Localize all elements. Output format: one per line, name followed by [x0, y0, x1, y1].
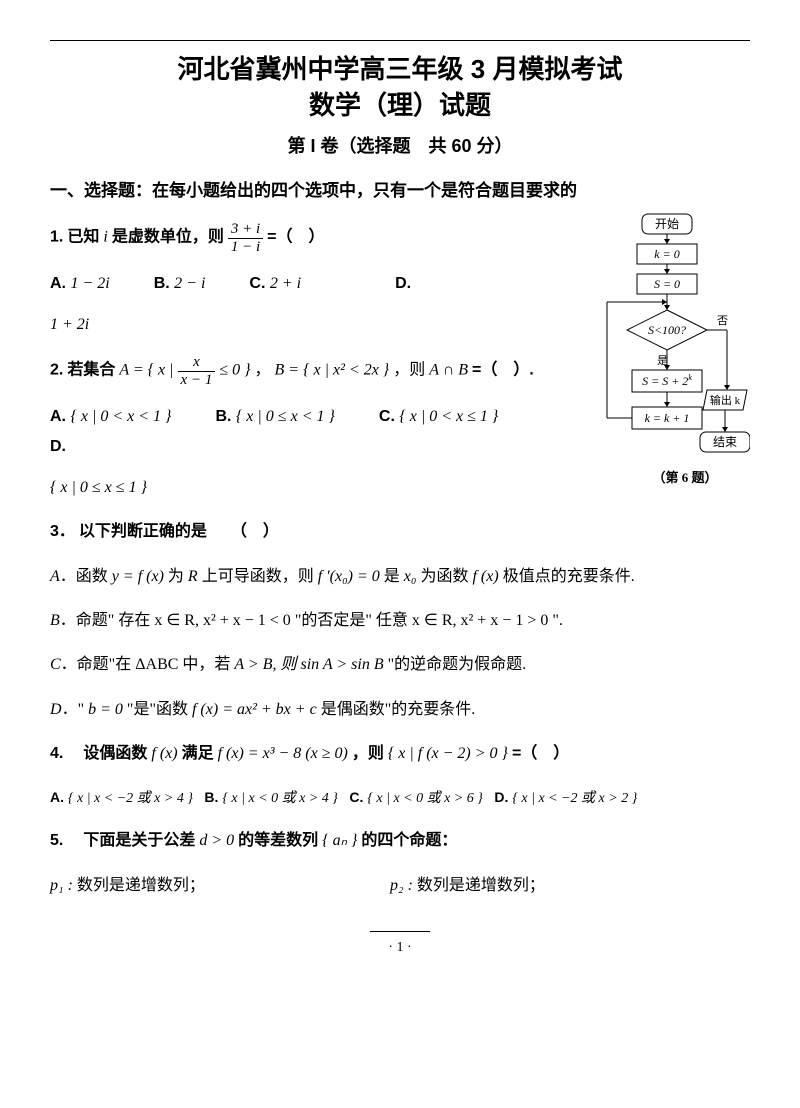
exam-title: 河北省冀州中学高三年级 3 月模拟考试 数学（理）试题 [50, 51, 750, 124]
question-4: 4. 设偶函数 f (x) 满足 f (x) = x³ − 8 (x ≥ 0) … [50, 739, 750, 769]
title-line1: 河北省冀州中学高三年级 3 月模拟考试 [178, 54, 623, 84]
q1-prefix: 已知 [67, 229, 99, 246]
question-5: 5. 下面是关于公差 d > 0 的等差数列 { aₙ } 的四个命题： [50, 826, 750, 856]
svg-text:是: 是 [657, 354, 668, 367]
q3-optD: D．" b = 0 "是"函数 f (x) = ax² + bx + c 是偶函… [50, 695, 750, 725]
svg-text:k = k + 1: k = k + 1 [645, 411, 690, 425]
q3-optA: A．函数 y = f (x) 为 R 上可导函数，则 f ′(x₀) = 0 是… [50, 562, 750, 592]
svg-text:S = 0: S = 0 [654, 277, 680, 291]
flow-start: 开始 [655, 217, 679, 231]
q1-mid: 是虚数单位，则 [112, 229, 224, 246]
svg-text:否: 否 [717, 315, 728, 327]
svg-text:结束: 结束 [713, 435, 737, 449]
part-label: 第 I 卷（选择题 共 60 分） [50, 129, 750, 163]
q3-optC: C．命题"在 ΔABC 中，若 A > B, 则 sin A > sin B "… [50, 650, 750, 680]
page-number: · 1 · [370, 931, 430, 962]
svg-text:S<100?: S<100? [648, 323, 686, 337]
top-rule [50, 40, 750, 41]
q1-num: 1. [50, 229, 63, 246]
section-heading: 一、选择题：在每小题给出的四个选项中，只有一个是符合题目要求的 [50, 175, 750, 207]
flowchart-figure: 开始 k = 0 S = 0 S<100? 是 否 S = S + 2k 输出 … [585, 212, 750, 523]
title-line2: 数学（理）试题 [309, 90, 491, 120]
q3-optB: B．命题" 存在 x ∈ R, x² + x − 1 < 0 "的否定是" 任意… [50, 606, 750, 636]
q1-fraction: 3 + i 1 − i [228, 221, 263, 255]
q1-i: i [103, 229, 107, 246]
svg-text:输出 k: 输出 k [710, 393, 741, 407]
svg-text:（第 6 题）: （第 6 题） [652, 470, 717, 485]
svg-text:S = S + 2k: S = S + 2k [642, 373, 692, 388]
q5-statements: p₁ : 数列是递增数列； p₂ : 数列是递增数列； [50, 871, 750, 901]
q2-fraction: x x − 1 [178, 354, 216, 388]
q4-options: A. { x | x < −2 或 x > 4 } B. { x | x < 0… [50, 784, 750, 813]
q1-suffix: =（ ） [267, 229, 324, 246]
svg-text:k = 0: k = 0 [654, 247, 679, 261]
